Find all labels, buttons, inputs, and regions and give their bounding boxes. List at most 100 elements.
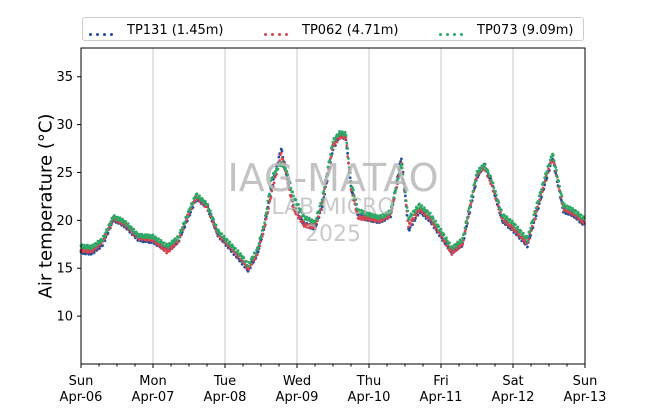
series-2-point — [325, 172, 329, 176]
series-2-point — [568, 205, 572, 209]
series-2-point — [260, 234, 263, 238]
series-2-point — [486, 171, 490, 174]
series-0-point — [526, 245, 529, 249]
series-2-point — [426, 210, 430, 213]
series-1-point — [281, 158, 285, 161]
series-2-point — [126, 222, 130, 225]
series-2-point — [263, 221, 266, 225]
series-1-point — [360, 218, 363, 221]
series-2-point — [397, 172, 401, 175]
watermark-line-1: IAG-MATAO — [227, 156, 439, 200]
series-1-point — [530, 224, 534, 228]
series-2-point — [395, 181, 399, 184]
series-2-point — [528, 230, 532, 234]
series-2-point — [172, 241, 175, 245]
series-2-point — [92, 245, 96, 249]
series-2-point — [255, 248, 259, 252]
series-2-point — [469, 199, 472, 203]
series-2-point — [345, 141, 349, 145]
series-2-point — [531, 218, 535, 222]
series-1-point — [290, 198, 294, 202]
series-2-point — [566, 204, 569, 208]
series-2-point — [324, 178, 327, 182]
series-2-point — [334, 138, 337, 142]
series-2-point — [486, 168, 489, 172]
series-2-point — [166, 245, 170, 249]
series-2-point — [376, 214, 380, 218]
series-2-point — [434, 219, 437, 223]
x-tick-weekday-3: Wed — [283, 374, 311, 389]
series-1-point — [292, 207, 296, 210]
series-1-point — [179, 234, 183, 237]
series-2-point — [466, 216, 469, 220]
series-1-point — [368, 218, 372, 222]
series-2-point — [124, 220, 128, 224]
x-tick-weekday-4: Thu — [356, 374, 381, 389]
series-2-point — [422, 206, 426, 210]
series-0-point — [320, 205, 324, 209]
series-2-point — [548, 158, 552, 162]
series-0-point — [277, 155, 281, 159]
series-2-point — [574, 209, 578, 213]
series-2-point — [267, 195, 270, 198]
series-2-point — [307, 216, 311, 220]
series-2-point — [460, 240, 464, 244]
series-2-point — [559, 192, 563, 196]
series-0-point — [404, 194, 407, 198]
series-2-point — [396, 177, 400, 180]
x-tick-weekday-0: Sun — [69, 374, 94, 389]
legend-swatch-tp131 — [89, 27, 117, 36]
series-2-point — [236, 249, 240, 253]
series-1-point — [272, 181, 276, 185]
series-2-point — [189, 205, 193, 209]
series-2-point — [401, 172, 405, 176]
series-2-point — [191, 201, 195, 205]
series-2-point — [286, 173, 290, 177]
series-1-point — [164, 248, 168, 252]
series-2-point — [157, 237, 161, 241]
series-2-point — [404, 199, 408, 203]
series-2-point — [276, 167, 280, 171]
series-2-point — [355, 202, 358, 206]
series-2-point — [490, 179, 493, 182]
series-2-point — [244, 259, 248, 263]
series-2-point — [387, 209, 391, 213]
series-2-point — [135, 232, 139, 235]
series-2-point — [254, 252, 258, 255]
series-0-point — [534, 214, 538, 218]
series-0-point — [280, 149, 284, 153]
series-2-point — [466, 209, 470, 213]
series-2-point — [360, 208, 363, 212]
legend-label-tp062: TP062 (4.71m) — [302, 22, 399, 38]
series-2-point — [324, 175, 328, 178]
x-tick-weekday-6: Sat — [502, 374, 523, 389]
series-1-point — [547, 167, 550, 171]
series-2-point — [470, 194, 474, 197]
series-2-point — [494, 193, 498, 197]
series-2-point — [400, 166, 404, 170]
legend-label-tp073: TP073 (9.09m) — [477, 22, 574, 38]
series-2-point — [283, 167, 287, 171]
series-2-point — [548, 163, 551, 167]
series-1-point — [343, 137, 347, 141]
series-1-point — [463, 230, 467, 233]
series-2-point — [497, 200, 501, 204]
series-0-point — [147, 241, 151, 244]
series-0-point — [348, 176, 352, 180]
series-2-point — [320, 198, 324, 202]
series-2-point — [226, 238, 229, 242]
series-2-point — [317, 209, 321, 213]
series-1-point — [338, 137, 341, 141]
series-2-point — [339, 132, 343, 136]
series-2-point — [183, 220, 187, 224]
series-2-point — [554, 166, 558, 169]
series-2-point — [482, 165, 485, 169]
watermark-line-2: LAB MICRO — [271, 195, 395, 220]
series-2-point — [406, 209, 410, 213]
series-2-point — [571, 206, 574, 210]
series-0-point — [405, 213, 409, 217]
series-2-point — [220, 232, 224, 236]
series-2-point — [389, 211, 392, 215]
series-2-point — [234, 247, 237, 250]
